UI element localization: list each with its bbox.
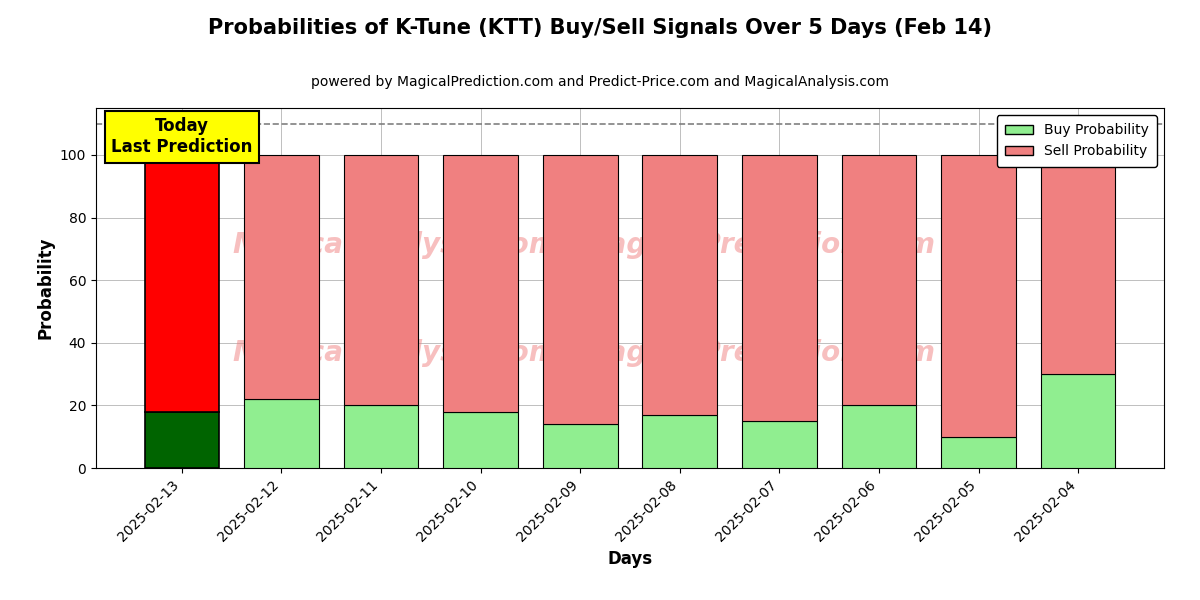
Text: MagicalPrediction.com: MagicalPrediction.com bbox=[581, 339, 936, 367]
Text: MagicalAnalysis.com: MagicalAnalysis.com bbox=[233, 231, 558, 259]
Text: Probabilities of K-Tune (KTT) Buy/Sell Signals Over 5 Days (Feb 14): Probabilities of K-Tune (KTT) Buy/Sell S… bbox=[208, 18, 992, 38]
Text: MagicalAnalysis.com: MagicalAnalysis.com bbox=[233, 339, 558, 367]
Bar bbox=[443, 412, 518, 468]
Bar bbox=[144, 155, 220, 412]
Bar bbox=[343, 155, 419, 406]
Bar bbox=[343, 406, 419, 468]
Bar bbox=[542, 155, 618, 424]
Bar bbox=[144, 412, 220, 468]
Bar bbox=[841, 155, 917, 406]
Bar bbox=[244, 399, 319, 468]
Bar bbox=[941, 437, 1016, 468]
Y-axis label: Probability: Probability bbox=[36, 237, 54, 339]
Legend: Buy Probability, Sell Probability: Buy Probability, Sell Probability bbox=[997, 115, 1157, 167]
Bar bbox=[642, 415, 718, 468]
Bar bbox=[443, 155, 518, 412]
Text: Today
Last Prediction: Today Last Prediction bbox=[112, 118, 252, 156]
Bar bbox=[941, 155, 1016, 437]
Bar bbox=[642, 155, 718, 415]
Bar bbox=[542, 424, 618, 468]
Bar bbox=[244, 155, 319, 399]
Bar bbox=[1040, 374, 1116, 468]
Text: MagicalPrediction.com: MagicalPrediction.com bbox=[581, 231, 936, 259]
Bar bbox=[742, 421, 817, 468]
Bar bbox=[841, 406, 917, 468]
Bar bbox=[1040, 155, 1116, 374]
Bar bbox=[742, 155, 817, 421]
Text: powered by MagicalPrediction.com and Predict-Price.com and MagicalAnalysis.com: powered by MagicalPrediction.com and Pre… bbox=[311, 75, 889, 89]
X-axis label: Days: Days bbox=[607, 550, 653, 568]
